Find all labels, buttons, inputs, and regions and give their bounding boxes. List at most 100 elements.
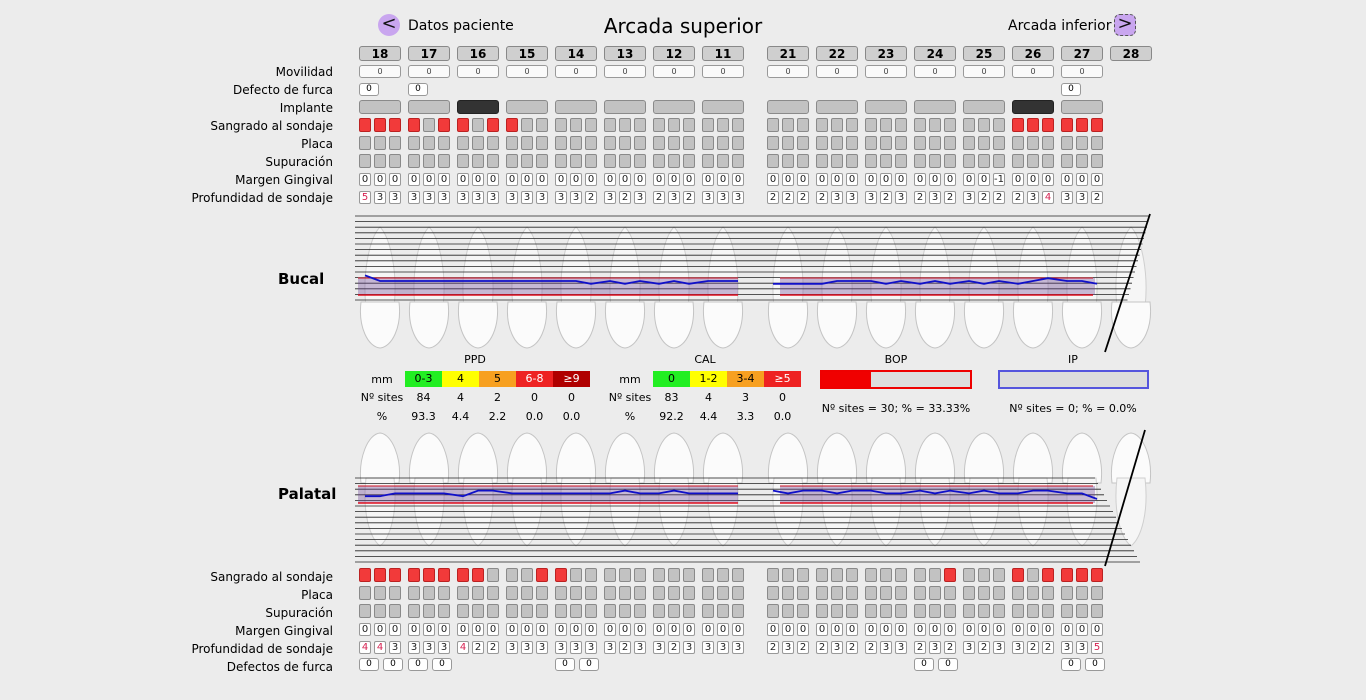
margen-bucal-12[interactable]: 0 bbox=[668, 173, 680, 186]
margen-palatal-23[interactable]: 0 bbox=[895, 623, 907, 636]
implante-toggle-26[interactable] bbox=[1012, 100, 1054, 114]
sangrado-bucal-16[interactable] bbox=[457, 118, 469, 132]
placa-bucal-17[interactable] bbox=[438, 136, 450, 150]
margen-palatal-12[interactable]: 0 bbox=[683, 623, 695, 636]
sangrado-bucal-11[interactable] bbox=[702, 118, 714, 132]
placa-bucal-11[interactable] bbox=[702, 136, 714, 150]
defecto-furca-palatal-27[interactable]: 0 bbox=[1085, 658, 1105, 671]
tooth-number-11[interactable]: 11 bbox=[702, 46, 744, 61]
placa-bucal-26[interactable] bbox=[1012, 136, 1024, 150]
tooth-number-28[interactable]: 28 bbox=[1110, 46, 1152, 61]
margen-bucal-21[interactable]: 0 bbox=[767, 173, 779, 186]
sangrado-bucal-26[interactable] bbox=[1012, 118, 1024, 132]
margen-palatal-27[interactable]: 0 bbox=[1076, 623, 1088, 636]
profundidad-palatal-25[interactable]: 3 bbox=[963, 641, 975, 654]
margen-palatal-21[interactable]: 0 bbox=[767, 623, 779, 636]
placa-palatal-15[interactable] bbox=[536, 586, 548, 600]
margen-palatal-26[interactable]: 0 bbox=[1027, 623, 1039, 636]
placa-bucal-24[interactable] bbox=[944, 136, 956, 150]
next-arch-button[interactable]: > bbox=[1114, 14, 1136, 36]
supuracion-palatal-26[interactable] bbox=[1027, 604, 1039, 618]
margen-bucal-14[interactable]: 0 bbox=[570, 173, 582, 186]
sangrado-bucal-16[interactable] bbox=[472, 118, 484, 132]
implante-toggle-18[interactable] bbox=[359, 100, 401, 114]
margen-bucal-26[interactable]: 0 bbox=[1042, 173, 1054, 186]
tooth-number-12[interactable]: 12 bbox=[653, 46, 695, 61]
implante-toggle-22[interactable] bbox=[816, 100, 858, 114]
defecto-furca-palatal-24[interactable]: 0 bbox=[938, 658, 958, 671]
margen-bucal-27[interactable]: 0 bbox=[1061, 173, 1073, 186]
supuracion-palatal-27[interactable] bbox=[1076, 604, 1088, 618]
profundidad-bucal-13[interactable]: 3 bbox=[634, 191, 646, 204]
tooth-number-13[interactable]: 13 bbox=[604, 46, 646, 61]
placa-palatal-23[interactable] bbox=[865, 586, 877, 600]
margen-bucal-24[interactable]: 0 bbox=[944, 173, 956, 186]
profundidad-palatal-26[interactable]: 2 bbox=[1027, 641, 1039, 654]
sangrado-bucal-25[interactable] bbox=[978, 118, 990, 132]
placa-bucal-23[interactable] bbox=[880, 136, 892, 150]
implante-toggle-25[interactable] bbox=[963, 100, 1005, 114]
placa-bucal-15[interactable] bbox=[506, 136, 518, 150]
profundidad-palatal-12[interactable]: 3 bbox=[683, 641, 695, 654]
profundidad-palatal-23[interactable]: 3 bbox=[895, 641, 907, 654]
profundidad-bucal-18[interactable]: 3 bbox=[374, 191, 386, 204]
placa-bucal-12[interactable] bbox=[668, 136, 680, 150]
profundidad-palatal-17[interactable]: 3 bbox=[438, 641, 450, 654]
margen-palatal-16[interactable]: 0 bbox=[472, 623, 484, 636]
supuracion-palatal-16[interactable] bbox=[472, 604, 484, 618]
movilidad-input-23[interactable]: 0 bbox=[865, 65, 907, 78]
margen-palatal-27[interactable]: 0 bbox=[1091, 623, 1103, 636]
sangrado-bucal-15[interactable] bbox=[536, 118, 548, 132]
sangrado-bucal-18[interactable] bbox=[374, 118, 386, 132]
defecto-furca-palatal-14[interactable]: 0 bbox=[555, 658, 575, 671]
profundidad-palatal-23[interactable]: 3 bbox=[880, 641, 892, 654]
margen-palatal-26[interactable]: 0 bbox=[1012, 623, 1024, 636]
sangrado-palatal-26[interactable] bbox=[1042, 568, 1054, 582]
margen-bucal-12[interactable]: 0 bbox=[653, 173, 665, 186]
sangrado-bucal-11[interactable] bbox=[717, 118, 729, 132]
placa-bucal-13[interactable] bbox=[619, 136, 631, 150]
margen-palatal-26[interactable]: 0 bbox=[1042, 623, 1054, 636]
sangrado-palatal-16[interactable] bbox=[457, 568, 469, 582]
profundidad-palatal-18[interactable]: 3 bbox=[389, 641, 401, 654]
profundidad-bucal-21[interactable]: 2 bbox=[782, 191, 794, 204]
profundidad-bucal-13[interactable]: 2 bbox=[619, 191, 631, 204]
placa-bucal-18[interactable] bbox=[389, 136, 401, 150]
margen-bucal-15[interactable]: 0 bbox=[506, 173, 518, 186]
profundidad-bucal-12[interactable]: 2 bbox=[653, 191, 665, 204]
profundidad-bucal-26[interactable]: 4 bbox=[1042, 191, 1054, 204]
supuracion-palatal-15[interactable] bbox=[536, 604, 548, 618]
sangrado-palatal-11[interactable] bbox=[702, 568, 714, 582]
placa-bucal-12[interactable] bbox=[683, 136, 695, 150]
margen-bucal-17[interactable]: 0 bbox=[438, 173, 450, 186]
sangrado-palatal-27[interactable] bbox=[1091, 568, 1103, 582]
margen-palatal-11[interactable]: 0 bbox=[717, 623, 729, 636]
supuracion-palatal-17[interactable] bbox=[438, 604, 450, 618]
patient-data-link[interactable]: Datos paciente bbox=[408, 18, 514, 34]
profundidad-palatal-16[interactable]: 4 bbox=[457, 641, 469, 654]
tooth-number-16[interactable]: 16 bbox=[457, 46, 499, 61]
profundidad-palatal-14[interactable]: 3 bbox=[585, 641, 597, 654]
placa-palatal-13[interactable] bbox=[619, 586, 631, 600]
margen-palatal-18[interactable]: 0 bbox=[359, 623, 371, 636]
placa-bucal-14[interactable] bbox=[570, 136, 582, 150]
margen-palatal-16[interactable]: 0 bbox=[457, 623, 469, 636]
profundidad-palatal-24[interactable]: 2 bbox=[914, 641, 926, 654]
sangrado-palatal-14[interactable] bbox=[570, 568, 582, 582]
placa-palatal-13[interactable] bbox=[604, 586, 616, 600]
placa-bucal-27[interactable] bbox=[1076, 136, 1088, 150]
sangrado-palatal-15[interactable] bbox=[506, 568, 518, 582]
sangrado-bucal-16[interactable] bbox=[487, 118, 499, 132]
profundidad-palatal-23[interactable]: 2 bbox=[865, 641, 877, 654]
sangrado-palatal-13[interactable] bbox=[619, 568, 631, 582]
placa-palatal-13[interactable] bbox=[634, 586, 646, 600]
profundidad-bucal-15[interactable]: 3 bbox=[506, 191, 518, 204]
placa-palatal-16[interactable] bbox=[487, 586, 499, 600]
placa-bucal-16[interactable] bbox=[487, 136, 499, 150]
tooth-number-25[interactable]: 25 bbox=[963, 46, 1005, 61]
supuracion-bucal-17[interactable] bbox=[408, 154, 420, 168]
profundidad-bucal-25[interactable]: 3 bbox=[963, 191, 975, 204]
placa-palatal-27[interactable] bbox=[1061, 586, 1073, 600]
margen-palatal-18[interactable]: 0 bbox=[374, 623, 386, 636]
implante-toggle-12[interactable] bbox=[653, 100, 695, 114]
